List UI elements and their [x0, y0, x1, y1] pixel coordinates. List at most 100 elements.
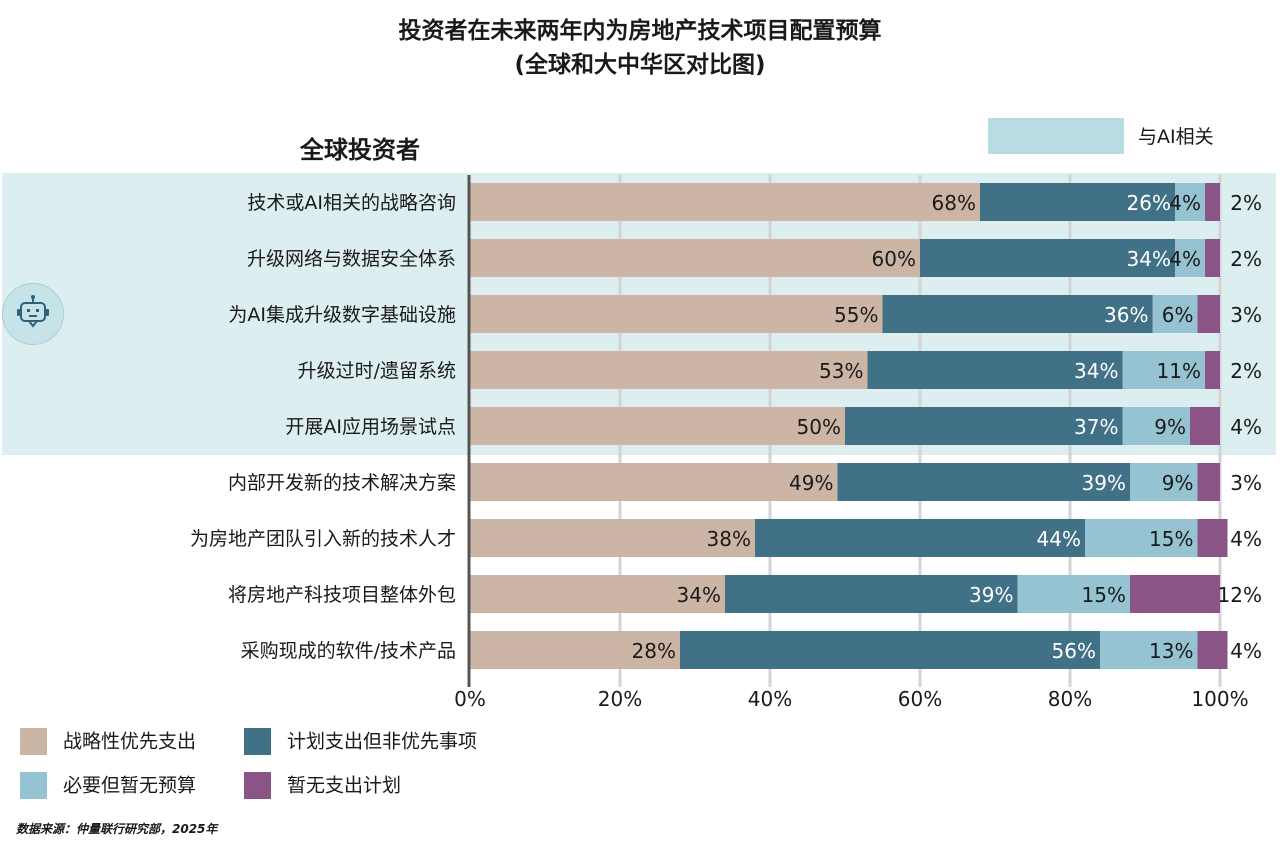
category-label: 升级网络与数据安全体系	[247, 248, 456, 270]
bar-segment	[1130, 463, 1198, 501]
bar-segment	[1197, 519, 1228, 557]
bar-segment	[470, 631, 680, 669]
bar-segment	[470, 295, 883, 333]
bar-segment	[1085, 519, 1198, 557]
bar-segment	[920, 239, 1175, 277]
data-label: 4%	[1230, 415, 1262, 439]
data-label: 3%	[1230, 471, 1262, 495]
x-tick-label: 0%	[454, 687, 486, 711]
bar-segment	[1152, 295, 1198, 333]
x-tick-label: 60%	[898, 687, 942, 711]
category-label: 技术或AI相关的战略咨询	[247, 192, 456, 214]
data-label: 2%	[1230, 247, 1262, 271]
category-label: 开展AI应用场景试点	[285, 416, 456, 438]
data-label: 3%	[1230, 303, 1262, 327]
bar-segment	[1197, 631, 1228, 669]
bar-segment	[1205, 351, 1220, 389]
data-label: 44%	[1037, 527, 1081, 551]
legend-swatch	[20, 728, 47, 755]
data-label: 13%	[1149, 639, 1193, 663]
data-label: 15%	[1082, 583, 1126, 607]
data-label: 56%	[1052, 639, 1096, 663]
bar-segment	[1122, 351, 1205, 389]
ai-related-legend-label: 与AI相关	[1138, 126, 1214, 148]
data-label: 39%	[969, 583, 1013, 607]
category-label: 为AI集成升级数字基础设施	[228, 304, 456, 326]
data-label: 11%	[1157, 359, 1201, 383]
data-label: 4%	[1230, 639, 1262, 663]
bar-segment	[1175, 183, 1205, 221]
legend-swatch	[244, 772, 271, 799]
data-label: 49%	[789, 471, 833, 495]
data-label: 28%	[632, 639, 676, 663]
bar-segment	[1197, 295, 1220, 333]
legend-item-no-plan: 暂无支出计划	[244, 771, 401, 800]
category-label: 采购现成的软件/技术产品	[241, 640, 456, 662]
bar-segment	[470, 351, 868, 389]
data-label: 2%	[1230, 191, 1262, 215]
chart-title-line2: (全球和大中华区对比图)	[514, 52, 766, 78]
bar-segment	[837, 463, 1130, 501]
bar-segment	[470, 575, 725, 613]
data-label: 9%	[1154, 415, 1186, 439]
legend-item-necessary-no-budget: 必要但暂无预算	[20, 771, 196, 800]
bar-segment	[845, 407, 1123, 445]
bar-segment	[1205, 239, 1220, 277]
data-label: 6%	[1162, 303, 1194, 327]
data-label: 4%	[1169, 191, 1201, 215]
legend-swatch	[20, 772, 47, 799]
data-label: 12%	[1218, 583, 1262, 607]
x-tick-label: 40%	[748, 687, 792, 711]
bar-segment	[867, 351, 1123, 389]
bar-segment	[470, 463, 838, 501]
data-label: 2%	[1230, 359, 1262, 383]
data-source-note: 数据来源：仲量联行研究部，2025年	[16, 822, 218, 836]
bar-segment	[1190, 407, 1220, 445]
legend-item-planned-not-priority: 计划支出但非优先事项	[244, 727, 477, 756]
data-label: 26%	[1127, 191, 1171, 215]
bar-segment	[470, 239, 920, 277]
legend-swatch	[244, 728, 271, 755]
data-label: 34%	[677, 583, 721, 607]
bar-segment	[755, 519, 1085, 557]
category-label: 升级过时/遗留系统	[298, 360, 456, 382]
data-label: 37%	[1074, 415, 1118, 439]
bar-segment	[1100, 631, 1198, 669]
bar-segment	[470, 183, 980, 221]
data-label: 36%	[1104, 303, 1148, 327]
data-label: 55%	[834, 303, 878, 327]
x-tick-label: 80%	[1048, 687, 1092, 711]
data-label: 38%	[707, 527, 751, 551]
bar-segment	[1175, 239, 1205, 277]
bar-segment	[725, 575, 1018, 613]
x-tick-label: 20%	[598, 687, 642, 711]
chart-subtitle: 全球投资者	[300, 136, 420, 164]
bar-segment	[470, 407, 845, 445]
robot-chat-icon	[2, 283, 64, 345]
chart-title-line1: 投资者在未来两年内为房地产技术项目配置预算	[398, 18, 882, 44]
bar-segment	[1122, 407, 1190, 445]
legend-item-strategic-priority: 战略性优先支出	[20, 727, 196, 756]
data-label: 34%	[1127, 247, 1171, 271]
bar-segment	[882, 295, 1153, 333]
data-label: 39%	[1082, 471, 1126, 495]
data-label: 4%	[1169, 247, 1201, 271]
data-label: 15%	[1149, 527, 1193, 551]
data-label: 9%	[1162, 471, 1194, 495]
bar-segment	[1197, 463, 1220, 501]
data-label: 34%	[1074, 359, 1118, 383]
data-label: 53%	[819, 359, 863, 383]
bar-segment	[470, 519, 755, 557]
category-label: 内部开发新的技术解决方案	[228, 472, 456, 494]
data-label: 68%	[932, 191, 976, 215]
category-label: 将房地产科技项目整体外包	[228, 584, 456, 606]
data-label: 60%	[872, 247, 916, 271]
bar-segment	[1017, 575, 1130, 613]
data-label: 50%	[797, 415, 841, 439]
bar-segment	[1205, 183, 1220, 221]
category-label: 为房地产团队引入新的技术人才	[190, 528, 456, 550]
data-label: 4%	[1230, 527, 1262, 551]
x-tick-label: 100%	[1191, 687, 1248, 711]
ai-related-legend-swatch	[988, 118, 1124, 154]
